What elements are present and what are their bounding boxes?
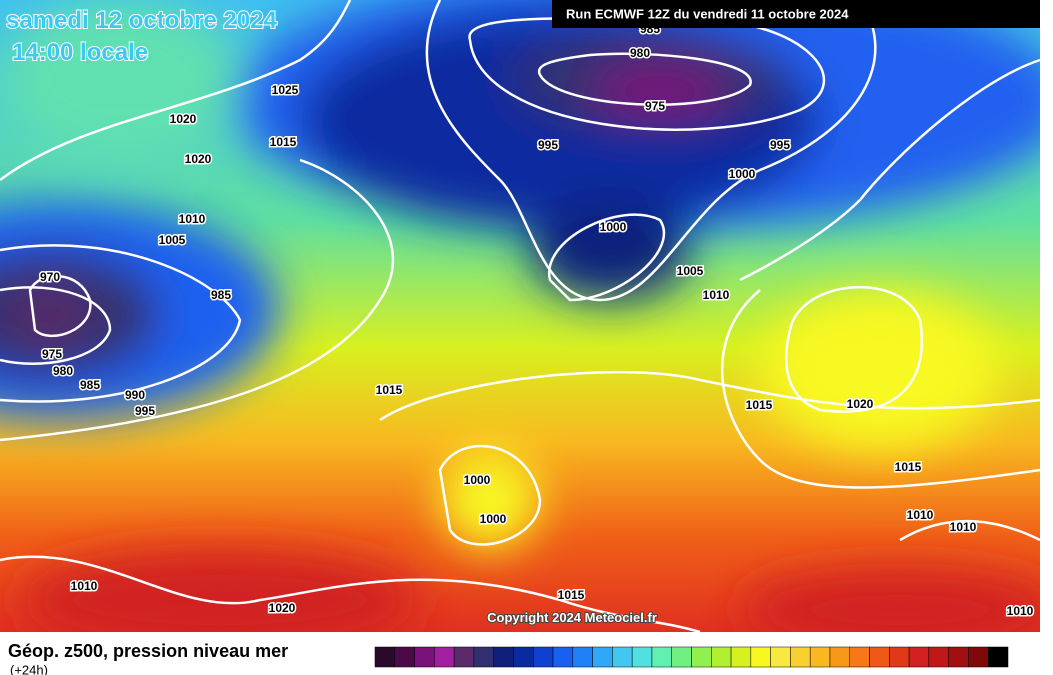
- colorbar-swatch: [730, 646, 752, 668]
- colorbar-swatch: [552, 646, 574, 668]
- isobar-label: 1000: [464, 473, 491, 487]
- colorbar-swatch: [374, 646, 396, 668]
- colorbar-swatch: [869, 646, 890, 668]
- colorbar-swatch: [829, 646, 850, 668]
- colorbar-swatch: [770, 646, 791, 668]
- colorbar-swatch: [493, 646, 514, 668]
- colorbar-swatch: [631, 646, 653, 668]
- colorbar-swatch: [889, 646, 910, 668]
- colorbar-swatch: [928, 646, 949, 668]
- isobar-label: 1000: [480, 512, 507, 526]
- isobar-labels: 1025 1020 1020 1015 1010 1005 970 985 975 980 985 9…: [38, 21, 1035, 620]
- isobar-label: 1000: [729, 167, 756, 181]
- isobar-label: 1010: [907, 508, 934, 522]
- map-field: [0, 0, 1053, 650]
- colorbar-swatch: [987, 646, 1009, 668]
- right-margin: [1040, 0, 1053, 632]
- isobar-label: 975: [645, 99, 665, 113]
- isobar-label: 1015: [558, 588, 585, 602]
- legend-title: Géop. z500, pression niveau mer: [8, 641, 288, 661]
- isobar-label: 975: [42, 347, 62, 361]
- colorbar-swatch: [414, 646, 435, 668]
- colorbar-swatch: [711, 646, 732, 668]
- colorbar-swatch: [908, 646, 930, 668]
- colorbar-swatch: [513, 646, 534, 668]
- colorbar-swatch: [651, 646, 672, 668]
- colorbar-swatch: [394, 646, 415, 668]
- isobar-label: 1010: [950, 520, 977, 534]
- colorbar-swatch: [612, 646, 633, 668]
- colorbar-swatch: [533, 646, 554, 668]
- isobar-label: 1020: [185, 152, 212, 166]
- isobar-label: 1025: [272, 83, 299, 97]
- isobar-label: 1005: [159, 233, 186, 247]
- isobar-label: 995: [538, 138, 558, 152]
- colorbar-swatch: [572, 646, 593, 668]
- map-time: 14:00 locale: [12, 39, 148, 66]
- isobar-label: 985: [211, 288, 231, 302]
- colorbar-swatch: [968, 646, 989, 668]
- colorbar-swatch: [691, 646, 712, 668]
- colorbar-swatch: [790, 646, 811, 668]
- colorbar-swatch: [948, 646, 969, 668]
- isobar-label: 1020: [269, 601, 296, 615]
- colorbar-swatch: [473, 646, 494, 668]
- colorbar-swatch: [849, 646, 870, 668]
- legend-subtitle: (+24h): [10, 662, 48, 675]
- colorbar-swatch: [809, 646, 831, 668]
- isobar-label: 1010: [703, 288, 730, 302]
- isobar-label: 985: [80, 378, 100, 392]
- run-info: Run ECMWF 12Z du vendredi 11 octobre 202…: [566, 6, 849, 21]
- colorbar-swatch: [592, 646, 613, 668]
- isobar-label: 980: [630, 46, 650, 60]
- isobar-label: 1015: [270, 135, 297, 149]
- isobar-label: 1010: [1007, 604, 1034, 618]
- isobar-label: 970: [40, 270, 60, 284]
- colorbar-swatch: [453, 646, 475, 668]
- colorbar-swatch: [434, 646, 455, 668]
- map-title: samedi 12 octobre 2024: [6, 7, 277, 34]
- isobar-label: 1020: [847, 397, 874, 411]
- colorbar: [374, 646, 1009, 668]
- isobar-label: 980: [53, 364, 73, 378]
- copyright: Copyright 2024 Meteociel.fr: [487, 610, 657, 625]
- isobar-label: 1010: [71, 579, 98, 593]
- colorbar-swatch: [671, 646, 692, 668]
- isobar-label: 1015: [746, 398, 773, 412]
- colorbar-swatch: [750, 646, 771, 668]
- isobar-label: 1005: [677, 264, 704, 278]
- isobar-label: 995: [135, 404, 155, 418]
- isobar-label: 990: [125, 388, 145, 402]
- isobar-label: 1015: [376, 383, 403, 397]
- run-banner: [552, 0, 1040, 28]
- isobar-label: 1020: [170, 112, 197, 126]
- isobar-label: 1015: [895, 460, 922, 474]
- isobar-label: 995: [770, 138, 790, 152]
- isobar-label: 1000: [600, 220, 627, 234]
- isobar-label: 1010: [179, 212, 206, 226]
